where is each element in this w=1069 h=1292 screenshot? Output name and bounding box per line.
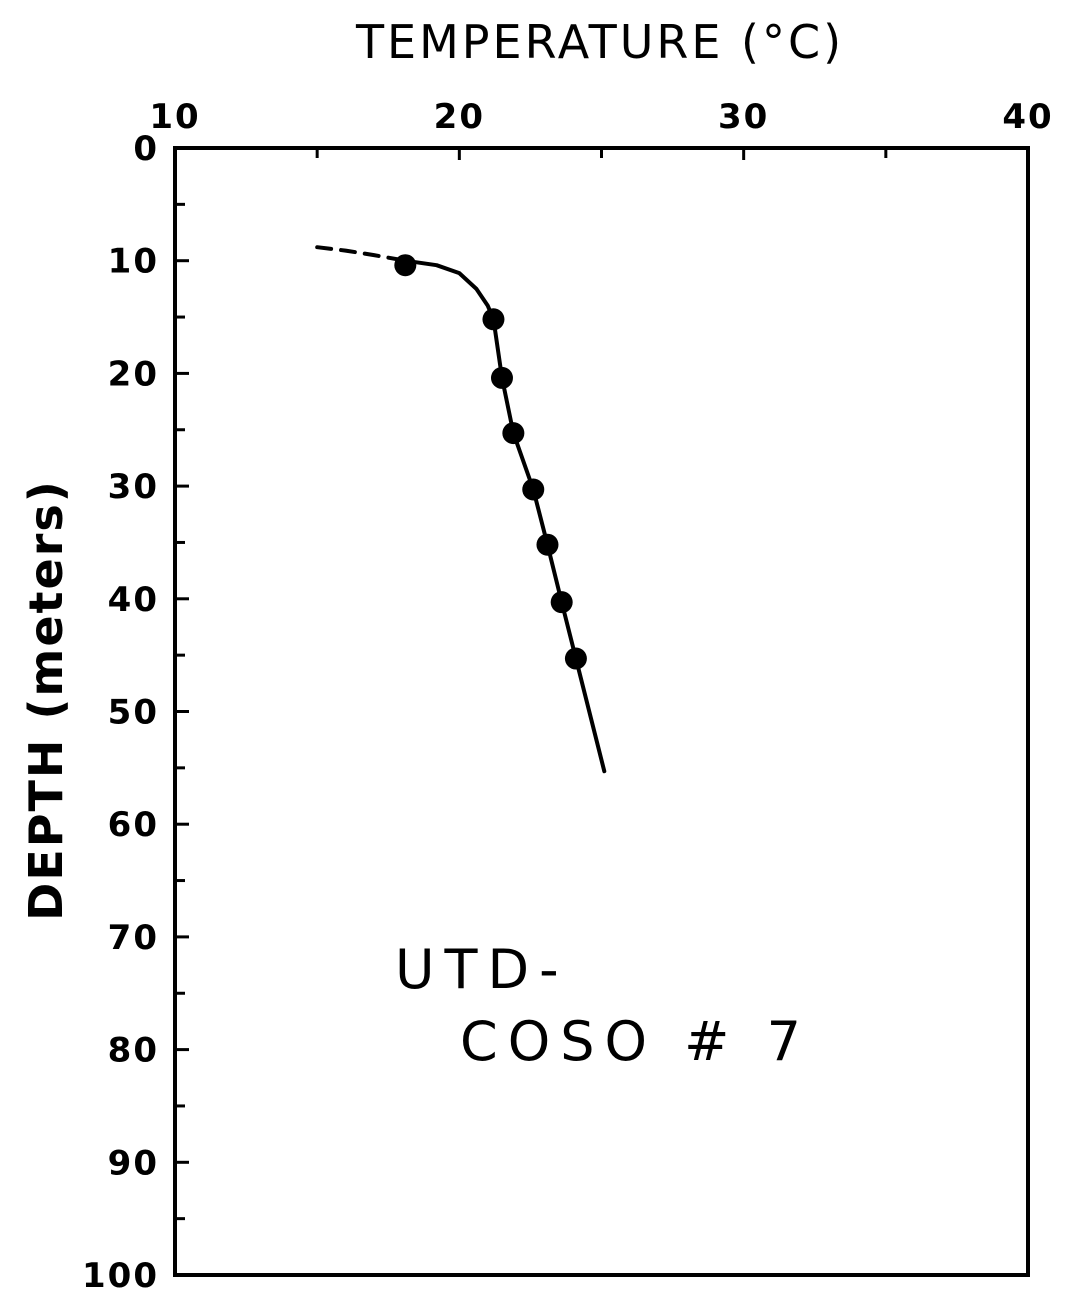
x-axis-ticks: 10 20 30 40 [149, 97, 1053, 160]
y-tick-label: 30 [108, 467, 159, 507]
y-tick-label: 40 [108, 580, 159, 620]
x-axis-title: TEMPERATURE (°C) [355, 15, 844, 69]
y-axis-title: DEPTH (meters) [19, 479, 73, 921]
x-tick-label: 10 [149, 97, 200, 137]
x-tick-label: 30 [718, 97, 769, 137]
y-tick-label: 90 [108, 1143, 159, 1183]
y-tick-label: 20 [108, 354, 159, 394]
series-layer [315, 245, 607, 774]
y-tick-label: 60 [108, 805, 159, 845]
annotation-line: COSO # 7 [460, 1010, 811, 1073]
extrapolated-curve [315, 245, 408, 263]
y-tick-label: 10 [108, 242, 159, 282]
y-tick-label: 0 [133, 129, 159, 169]
x-tick-label: 40 [1002, 97, 1053, 137]
y-tick-label: 100 [82, 1256, 159, 1292]
y-axis-ticks: 0 10 20 30 40 50 60 70 80 90 100 [82, 129, 189, 1292]
temperature-profile-curve [403, 258, 607, 774]
well-annotation: UTD- COSO # 7 [395, 938, 811, 1073]
y-tick-label: 50 [108, 693, 159, 733]
plot-frame [173, 146, 1030, 1277]
annotation-line: UTD- [395, 938, 569, 1001]
y-tick-label: 70 [108, 918, 159, 958]
x-tick-label: 20 [434, 97, 485, 137]
y-tick-label: 80 [108, 1031, 159, 1071]
